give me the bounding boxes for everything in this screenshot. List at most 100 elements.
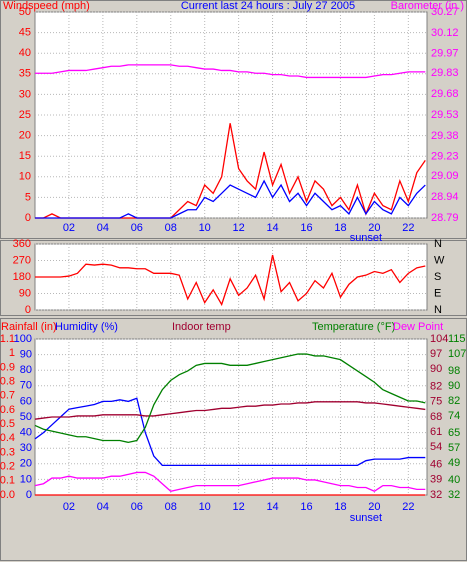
x-tick-label: 18 — [334, 222, 346, 234]
y-tick-label: 35 — [19, 68, 31, 80]
series-label: Humidity (%) — [55, 321, 118, 333]
x-tick-label: 14 — [266, 501, 278, 513]
y-tick-label: 0.6 — [0, 404, 15, 416]
y-tick-label: 5 — [25, 191, 31, 203]
y-tick-label: 0.7 — [0, 390, 15, 402]
y-tick-label: 57 — [448, 442, 460, 454]
series-line — [35, 179, 426, 219]
y-tick-label: 20 — [20, 458, 32, 470]
series-line — [34, 471, 426, 492]
annotation: sunset — [350, 512, 382, 524]
series-line — [34, 397, 426, 467]
y-tick-label: N — [434, 238, 442, 250]
y-tick-label: 29.38 — [431, 130, 459, 142]
y-tick-label: 115 — [448, 333, 466, 345]
y-tick-label: 29.09 — [431, 170, 459, 182]
series-label: Temperature (°F) — [312, 321, 395, 333]
y-tick-label: 28.79 — [431, 212, 459, 224]
x-tick-label: 12 — [233, 501, 245, 513]
y-tick-label: 40 — [20, 427, 32, 439]
y-tick-label: 68 — [430, 411, 442, 423]
y-tick-label: 90 — [20, 349, 32, 361]
x-tick-label: 20 — [368, 501, 380, 513]
y-tick-label: N — [434, 304, 442, 316]
y-tick-label: 97 — [430, 348, 442, 360]
x-tick-label: 02 — [63, 222, 75, 234]
y-tick-label: 50 — [20, 411, 32, 423]
x-tick-label: 20 — [368, 222, 380, 234]
y-tick-label: 30 — [20, 442, 32, 454]
x-tick-label: 10 — [199, 222, 211, 234]
series-label: Rainfall (in) — [1, 321, 57, 333]
x-tick-label: 22 — [402, 501, 414, 513]
y-tick-label: W — [434, 254, 445, 266]
y-tick-label: 32 — [430, 489, 442, 501]
x-tick-label: 22 — [402, 222, 414, 234]
y-tick-label: 98 — [448, 365, 460, 377]
y-tick-label: 70 — [20, 380, 32, 392]
y-tick-label: S — [434, 271, 441, 283]
y-tick-label: 65 — [448, 427, 460, 439]
y-tick-label: 0.1 — [0, 475, 15, 487]
x-tick-label: 16 — [300, 501, 312, 513]
y-tick-label: 32 — [448, 489, 460, 501]
y-tick-label: 0 — [25, 212, 31, 224]
series-line — [34, 353, 426, 444]
y-tick-label: 0 — [26, 489, 32, 501]
y-tick-label: 29.68 — [431, 88, 459, 100]
y-tick-label: 100 — [14, 333, 32, 345]
x-tick-label: 06 — [131, 222, 143, 234]
y-tick-label: 0.5 — [0, 418, 15, 430]
y-tick-label: 39 — [430, 474, 442, 486]
y-tick-label: 40 — [448, 474, 460, 486]
y-tick-label: 1.1 — [0, 333, 15, 345]
y-tick-label: 0 — [25, 304, 31, 316]
series-label: Barometer (in.) — [391, 0, 464, 12]
y-tick-label: 0.0 — [0, 489, 15, 501]
series-label: Indoor temp — [172, 321, 231, 333]
y-tick-label: 30.12 — [431, 27, 459, 39]
y-tick-label: 0.3 — [0, 446, 15, 458]
y-tick-label: 29.83 — [431, 67, 459, 79]
y-tick-label: 82 — [430, 381, 442, 393]
x-tick-label: 04 — [97, 501, 109, 513]
series-label: Dew Point — [393, 321, 443, 333]
y-tick-label: 29.23 — [431, 151, 459, 163]
y-tick-label: 107 — [448, 348, 466, 360]
y-tick-label: 29.97 — [431, 48, 459, 60]
y-tick-label: 45 — [19, 27, 31, 39]
y-tick-label: 75 — [430, 396, 442, 408]
y-tick-label: 104 — [430, 333, 448, 345]
x-tick-label: 18 — [334, 501, 346, 513]
x-tick-label: 08 — [165, 222, 177, 234]
y-tick-label: 10 — [20, 473, 32, 485]
series-line — [35, 254, 426, 307]
y-tick-label: 90 — [430, 363, 442, 375]
series-line — [34, 401, 426, 420]
y-tick-label: 90 — [448, 380, 460, 392]
y-tick-label: 40 — [19, 47, 31, 59]
x-tick-label: 16 — [300, 222, 312, 234]
y-tick-label: 15 — [19, 150, 31, 162]
series-line — [35, 64, 426, 79]
y-tick-label: 90 — [19, 287, 31, 299]
x-tick-label: 02 — [63, 501, 75, 513]
y-tick-label: 60 — [20, 395, 32, 407]
y-tick-label: 360 — [13, 238, 31, 250]
y-tick-label: 1 — [9, 347, 15, 359]
series-label: Windspeed (mph) — [3, 0, 90, 12]
y-tick-label: 46 — [430, 459, 442, 471]
y-tick-label: 0.8 — [0, 375, 15, 387]
y-tick-label: 61 — [430, 426, 442, 438]
y-tick-label: 270 — [13, 254, 31, 266]
y-tick-label: 49 — [448, 457, 460, 469]
y-tick-label: 50 — [19, 6, 31, 18]
y-tick-label: 54 — [430, 441, 442, 453]
y-tick-label: 10 — [19, 171, 31, 183]
y-tick-label: 180 — [13, 271, 31, 283]
y-tick-label: 25 — [19, 109, 31, 121]
y-tick-label: 0.4 — [0, 432, 15, 444]
y-tick-label: 30.27 — [431, 6, 459, 18]
y-tick-label: E — [434, 287, 441, 299]
